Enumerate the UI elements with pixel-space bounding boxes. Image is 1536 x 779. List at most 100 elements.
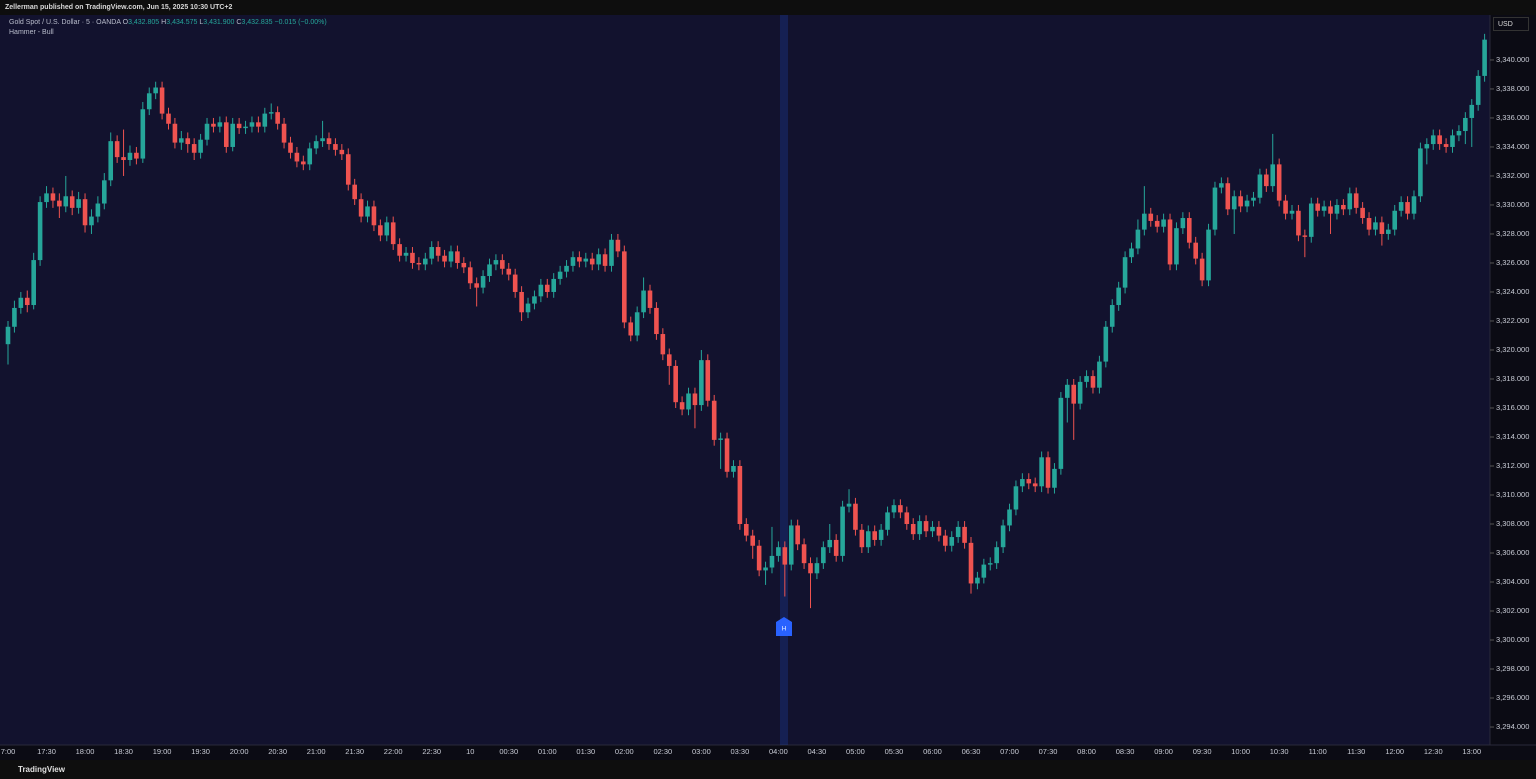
candle-body xyxy=(1000,525,1006,548)
x-tick-label: 07:30 xyxy=(1039,747,1058,756)
candle-body xyxy=(1020,479,1025,487)
candle-body xyxy=(1360,207,1365,219)
y-tick-label: 3,296.000 xyxy=(1496,693,1529,702)
candle-body xyxy=(596,254,601,265)
candle-body xyxy=(878,529,884,540)
candle-body xyxy=(1328,206,1333,214)
candle-body xyxy=(1315,203,1320,211)
x-tick-label: 19:00 xyxy=(153,747,172,756)
x-tick-label: 06:00 xyxy=(923,747,942,756)
candle-body xyxy=(1373,222,1378,230)
y-tick-label: 3,304.000 xyxy=(1496,577,1529,586)
candle-body xyxy=(140,109,146,159)
candle-body xyxy=(1013,486,1019,510)
pattern-marker-label: H xyxy=(782,627,786,633)
x-tick-label: 03:00 xyxy=(692,747,711,756)
candle-body xyxy=(102,180,107,204)
candle-body xyxy=(692,393,698,406)
candle-body xyxy=(814,563,820,574)
x-tick-label: 02:30 xyxy=(653,747,672,756)
candle-body xyxy=(724,438,730,472)
y-tick-label: 3,312.000 xyxy=(1496,461,1529,470)
candle-body xyxy=(622,251,627,323)
candle-body xyxy=(301,161,306,165)
candle-body xyxy=(994,547,999,564)
candle-body xyxy=(943,535,948,546)
candle-body xyxy=(435,247,441,256)
top-bar: Zellerman published on TradingView.com, … xyxy=(0,0,1536,15)
candle-body xyxy=(339,149,345,155)
candle-body xyxy=(898,505,903,513)
pattern-marker xyxy=(776,617,792,636)
candle-body xyxy=(1077,381,1083,404)
candle-body xyxy=(519,291,524,313)
candle-body xyxy=(288,142,293,153)
candle-body xyxy=(1379,222,1385,234)
candle-body xyxy=(615,239,621,252)
candle-body xyxy=(198,139,203,153)
candle-body xyxy=(512,274,518,292)
candle-body xyxy=(50,193,56,201)
price-axis xyxy=(1490,15,1536,745)
candle-body xyxy=(602,254,608,266)
candle-body xyxy=(788,525,794,565)
candle-body xyxy=(769,555,775,568)
x-tick-label: 09:30 xyxy=(1193,747,1212,756)
candle-body xyxy=(1206,229,1211,281)
candle-body xyxy=(172,123,178,143)
candle-body xyxy=(256,122,261,127)
y-tick-label: 3,336.000 xyxy=(1496,113,1529,122)
candle-body xyxy=(31,260,36,306)
x-tick-label: 05:00 xyxy=(846,747,865,756)
candle-body xyxy=(801,544,807,564)
candle-body xyxy=(69,196,75,208)
candle-body xyxy=(243,126,248,129)
candle-body xyxy=(1347,193,1353,210)
candle-body xyxy=(538,284,544,297)
candle-body xyxy=(500,260,505,269)
candle-body xyxy=(949,537,955,546)
candle-body xyxy=(1450,135,1455,147)
candle-body xyxy=(1212,187,1218,230)
candle-body xyxy=(1186,218,1192,243)
candle-body xyxy=(731,465,736,472)
y-tick-label: 3,318.000 xyxy=(1496,374,1529,383)
candle-body xyxy=(153,87,158,94)
candle-body xyxy=(686,393,691,410)
candle-body xyxy=(1238,196,1243,207)
candle-body xyxy=(204,123,210,140)
candle-body xyxy=(1405,202,1410,214)
x-tick-label: 08:30 xyxy=(1116,747,1135,756)
candle-body xyxy=(1122,257,1128,288)
candle-body xyxy=(307,148,313,165)
candle-body xyxy=(865,531,871,548)
candle-body xyxy=(146,93,152,110)
candle-body xyxy=(506,268,512,275)
candle-body xyxy=(1097,361,1102,388)
candle-body xyxy=(1148,213,1154,221)
candle-body xyxy=(570,257,576,266)
x-tick-label: 02:00 xyxy=(615,747,634,756)
x-tick-label: 01:00 xyxy=(538,747,557,756)
candle-body xyxy=(641,290,646,313)
candle-body xyxy=(962,526,967,543)
candle-body xyxy=(776,547,781,556)
candle-body xyxy=(24,297,30,306)
candle-body xyxy=(1475,75,1481,105)
candle-body xyxy=(1109,305,1115,327)
candle-body xyxy=(461,262,467,268)
candle-body xyxy=(705,360,711,401)
candle-body xyxy=(808,563,813,574)
currency[interactable]: USD xyxy=(1493,17,1529,31)
candle-body xyxy=(917,521,922,535)
candle-body xyxy=(474,283,479,288)
candle-body xyxy=(5,326,11,345)
x-tick-label: 22:00 xyxy=(384,747,403,756)
candle-body xyxy=(1090,376,1096,388)
candle-body xyxy=(532,296,537,304)
candles xyxy=(5,33,1487,609)
candle-body xyxy=(352,184,357,200)
candle-body xyxy=(1270,164,1276,187)
candle-body xyxy=(1193,242,1198,259)
candle-body xyxy=(936,526,942,536)
